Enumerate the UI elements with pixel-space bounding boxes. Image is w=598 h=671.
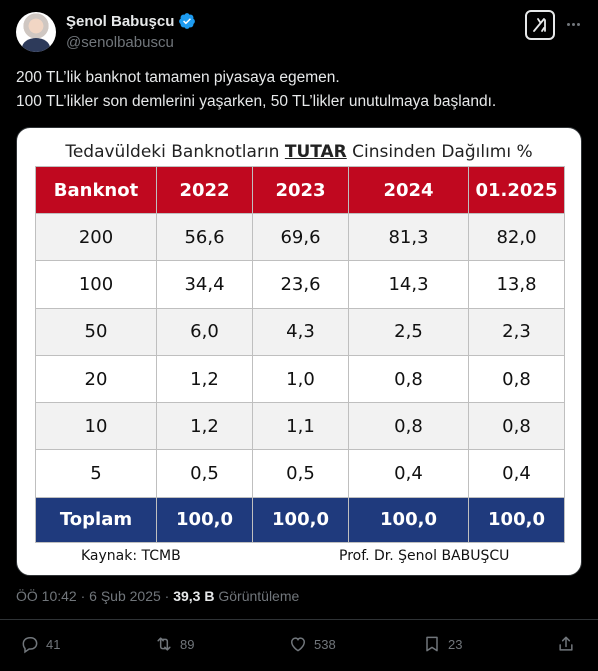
value-cell: 0,8	[348, 402, 469, 451]
header-cell: 2022	[156, 166, 253, 214]
value-cell: 23,6	[252, 260, 349, 309]
value-cell: 1,2	[156, 402, 253, 451]
bookmark-icon	[426, 636, 438, 652]
value-cell: 1,0	[252, 354, 349, 404]
denomination-cell: 50	[35, 307, 157, 356]
value-cell: 34,4	[156, 260, 253, 309]
like-count: 538	[314, 636, 336, 652]
repost-count: 89	[180, 636, 195, 652]
attached-image-card[interactable]: Tedavüldeki Banknotların TUTAR Cinsinden…	[16, 127, 582, 576]
card-title-pre: Tedavüldeki Banknotların	[65, 142, 285, 162]
value-cell: 14,3	[348, 260, 469, 309]
denomination-cell: 20	[35, 354, 157, 404]
value-cell: 56,6	[156, 212, 253, 262]
grok-glyph-icon	[533, 18, 546, 32]
name-row: Şenol Babuşcu	[66, 12, 196, 30]
tweet-text: 200 TL’lik banknot tamamen piyasaya egem…	[16, 66, 582, 114]
table-row: 5 0,5 0,5 0,4 0,4	[35, 449, 565, 498]
value-cell: 0,8	[348, 354, 469, 404]
repost-icon	[157, 637, 171, 651]
value-cell: 69,6	[252, 212, 349, 262]
timestamp[interactable]: ÖÖ 10:42 · 6 Şub 2025 ·	[16, 588, 174, 604]
value-cell: 2,5	[348, 307, 469, 356]
header-cell: Banknot	[35, 166, 157, 214]
value-cell: 0,5	[156, 449, 253, 498]
source-label: Kaynak: TCMB	[81, 548, 181, 564]
card-title-post: Cinsinden Dağılımı %	[346, 142, 533, 162]
more-options-icon[interactable]	[563, 14, 583, 34]
grok-icon[interactable]	[525, 10, 555, 40]
total-value-cell: 100,0	[348, 496, 469, 543]
value-cell: 6,0	[156, 307, 253, 356]
value-cell: 0,4	[348, 449, 469, 498]
value-cell: 4,3	[252, 307, 349, 356]
card-title: Tedavüldeki Banknotların TUTAR Cinsinden…	[17, 142, 581, 162]
like-button[interactable]: 538	[288, 634, 336, 654]
tweet-line-2: 100 TL’likler son demlerini yaşarken, 50…	[16, 93, 497, 110]
tweet-header: Şenol Babuşcu @senolbabuscu	[16, 10, 582, 56]
handle[interactable]: @senolbabuscu	[66, 34, 174, 51]
total-label-cell: Toplam	[35, 496, 157, 543]
divider	[0, 619, 598, 620]
denomination-cell: 5	[35, 449, 157, 498]
views-label: Görüntüleme	[214, 588, 300, 604]
denomination-cell: 10	[35, 402, 157, 451]
value-cell: 2,3	[468, 307, 565, 356]
reply-button[interactable]: 41	[20, 634, 60, 654]
avatar[interactable]	[16, 12, 56, 52]
value-cell: 13,8	[468, 260, 565, 309]
display-name[interactable]: Şenol Babuşcu	[66, 12, 175, 30]
action-bar: 41 89 538 23	[16, 634, 582, 660]
card-title-emphasis: TUTAR	[284, 142, 347, 162]
total-value-cell: 100,0	[156, 496, 253, 543]
header-cell: 2023	[252, 166, 349, 214]
denomination-cell: 100	[35, 260, 157, 309]
tweet-meta: ÖÖ 10:42 · 6 Şub 2025 · 39,3 B Görüntüle…	[16, 588, 299, 604]
share-icon	[559, 636, 573, 651]
value-cell: 0,8	[468, 402, 565, 451]
repost-button[interactable]: 89	[154, 634, 194, 654]
table-row: 200 56,6 69,6 81,3 82,0	[35, 212, 565, 262]
table-row: 20 1,2 1,0 0,8 0,8	[35, 354, 565, 404]
reply-icon	[22, 637, 38, 654]
table-row: 50 6,0 4,3 2,5 2,3	[35, 307, 565, 356]
bookmark-count: 23	[448, 636, 463, 652]
header-cell: 2024	[348, 166, 469, 214]
author-label: Prof. Dr. Şenol BABUŞCU	[339, 548, 510, 564]
verified-badge-icon	[179, 13, 196, 29]
value-cell: 82,0	[468, 212, 565, 262]
table-header-row: Banknot 2022 2023 2024 01.2025	[35, 166, 565, 214]
total-value-cell: 100,0	[252, 496, 349, 543]
bookmark-button[interactable]: 23	[422, 634, 462, 654]
value-cell: 1,1	[252, 402, 349, 451]
denomination-cell: 200	[35, 212, 157, 262]
table-body: 200 56,6 69,6 81,3 82,0 100 34,4 23,6 14,3 13,8 50…	[35, 212, 565, 543]
total-row: Toplam 100,0 100,0 100,0 100,0	[35, 496, 565, 543]
value-cell: 0,8	[468, 354, 565, 404]
reply-count: 41	[46, 636, 61, 652]
heart-icon	[290, 637, 306, 652]
views-count: 39,3 B	[173, 588, 215, 604]
banknote-table: Banknot 2022 2023 2024 01.2025 200 56,6 69…	[35, 166, 565, 543]
header-cell: 01.2025	[468, 166, 565, 214]
table-row: 10 1,2 1,1 0,8 0,8	[35, 402, 565, 451]
value-cell: 0,4	[468, 449, 565, 498]
table-row: 100 34,4 23,6 14,3 13,8	[35, 260, 565, 309]
total-value-cell: 100,0	[468, 496, 565, 543]
share-button[interactable]	[556, 634, 576, 654]
value-cell: 0,5	[252, 449, 349, 498]
tweet-line-1: 200 TL’lik banknot tamamen piyasaya egem…	[16, 69, 340, 86]
value-cell: 81,3	[348, 212, 469, 262]
value-cell: 1,2	[156, 354, 253, 404]
